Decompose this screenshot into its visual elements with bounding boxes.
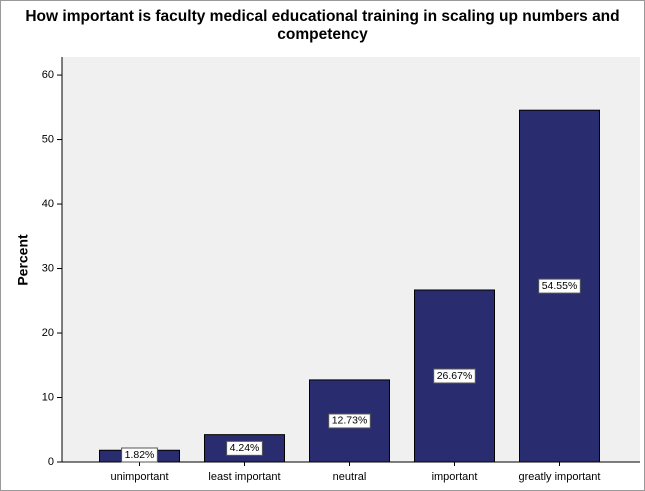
x-tick-label: important: [432, 471, 478, 483]
y-axis-label: Percent: [15, 234, 31, 286]
value-label-box: [328, 413, 371, 429]
value-label-box: [433, 368, 476, 384]
value-label-box: [538, 278, 581, 294]
value-label: 54.55%: [542, 280, 578, 292]
chart-title: How important is faculty medical educati…: [25, 8, 620, 43]
y-tick-label: 10: [42, 391, 54, 403]
x-tick-label: unimportant: [110, 471, 168, 483]
value-label-box: [121, 447, 158, 463]
y-tick-label: 20: [42, 327, 54, 339]
value-label: 12.73%: [332, 415, 368, 427]
y-tick-label: 0: [48, 456, 54, 468]
value-label: 4.24%: [230, 442, 260, 454]
x-tick-label: least important: [208, 471, 280, 483]
y-tick-label: 40: [42, 198, 54, 210]
value-label-box: [226, 440, 263, 456]
x-tick-label: greatly important: [519, 471, 601, 483]
y-tick-label: 60: [42, 69, 54, 81]
value-label: 26.67%: [437, 370, 473, 382]
value-label: 1.82%: [125, 449, 155, 461]
y-tick-label: 50: [42, 133, 54, 145]
y-tick-label: 30: [42, 262, 54, 274]
x-tick-label: neutral: [333, 471, 367, 483]
